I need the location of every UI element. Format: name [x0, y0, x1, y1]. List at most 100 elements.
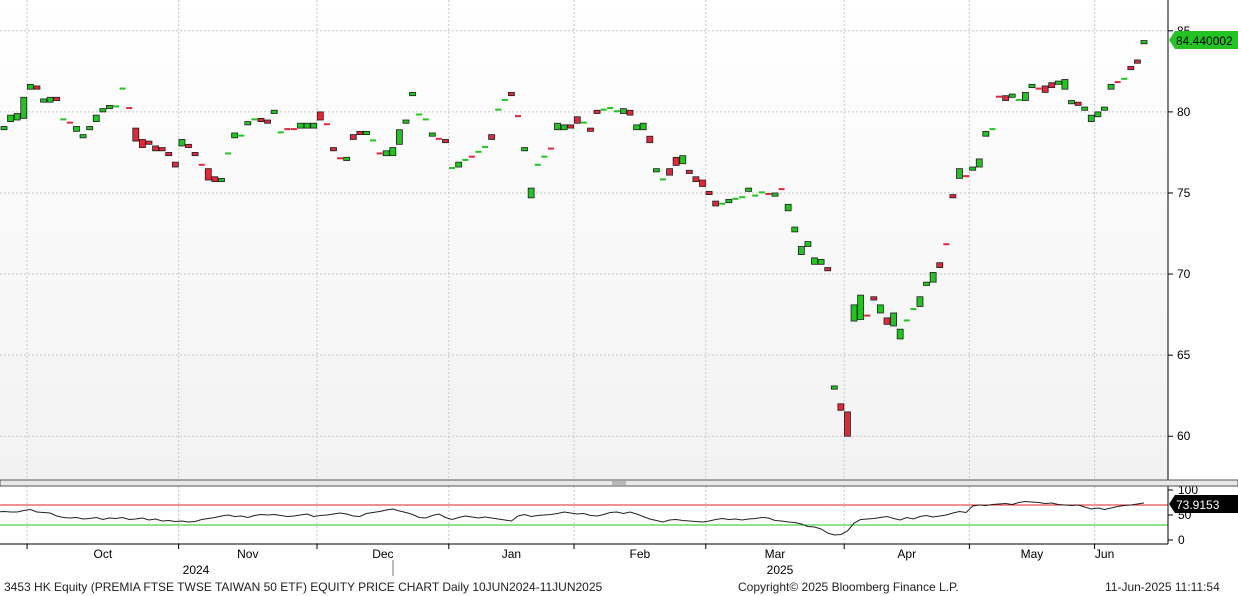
- candlestick: [86, 126, 94, 131]
- candlestick: [857, 294, 865, 320]
- candlestick: [554, 122, 561, 131]
- candlestick: [1028, 83, 1036, 88]
- candlestick: [679, 155, 687, 165]
- candlestick: [1054, 80, 1062, 85]
- candlestick: [132, 127, 140, 142]
- grid-lines: [0, 0, 1168, 544]
- month-label: Nov: [237, 547, 258, 561]
- copyright-notice: Copyright© 2025 Bloomberg Finance L.P.: [738, 580, 959, 594]
- candlestick: [633, 124, 641, 131]
- candlestick: [370, 139, 377, 142]
- candlestick: [929, 272, 937, 283]
- candlestick: [501, 98, 508, 101]
- candlestick: [830, 385, 838, 390]
- candlestick: [1101, 106, 1108, 111]
- candlestick: [1021, 92, 1029, 101]
- candlestick: [1114, 81, 1121, 84]
- candlestick: [659, 178, 666, 181]
- candlestick: [685, 169, 693, 174]
- month-label: May: [1021, 547, 1044, 561]
- month-label: Dec: [372, 547, 393, 561]
- candlestick: [1015, 98, 1022, 101]
- candlestick: [251, 118, 258, 121]
- month-label: Oct: [94, 547, 113, 561]
- rsi-panel: [0, 500, 1168, 536]
- candlestick: [92, 114, 100, 123]
- candlestick: [719, 202, 726, 205]
- candlestick: [60, 118, 67, 121]
- candlestick: [903, 319, 910, 322]
- candlestick: [119, 87, 126, 90]
- last-price-label: 84.440002: [1176, 34, 1233, 48]
- candlestick: [257, 117, 265, 123]
- candlestick: [850, 304, 858, 322]
- candlestick: [811, 257, 818, 265]
- candlestick: [527, 187, 535, 199]
- candlestick: [231, 132, 239, 139]
- candlestick: [593, 109, 601, 114]
- candlestick: [1094, 111, 1102, 118]
- candlestick: [409, 92, 416, 97]
- candlestick: [804, 241, 812, 247]
- candlestick: [198, 163, 205, 166]
- candlestick: [956, 168, 963, 179]
- candlestick: [363, 130, 370, 135]
- candlestick: [442, 139, 449, 144]
- candlestick: [402, 119, 410, 124]
- candlestick: [996, 95, 1003, 98]
- candlestick: [1068, 100, 1075, 105]
- candlestick: [883, 317, 891, 325]
- candlestick: [666, 168, 673, 176]
- candlestick: [844, 411, 851, 437]
- candlestick: [1002, 95, 1010, 101]
- candlestick: [323, 123, 330, 126]
- candlestick: [1035, 87, 1042, 90]
- candlestick: [923, 281, 930, 286]
- candlestick: [580, 121, 587, 124]
- panel-divider[interactable]: [0, 479, 1238, 487]
- candlestick: [152, 145, 159, 152]
- candlestick: [1081, 106, 1089, 111]
- candlestick: [1061, 79, 1069, 90]
- rsi-y-tick-label: 0: [1178, 533, 1185, 547]
- candlestick: [455, 161, 463, 168]
- candlestick: [337, 157, 344, 160]
- candlestick: [534, 163, 541, 166]
- month-label: Jun: [1095, 547, 1114, 561]
- candlestick: [1140, 40, 1148, 45]
- candlestick: [1041, 85, 1049, 93]
- candlestick: [171, 161, 179, 168]
- candlestick: [739, 196, 746, 199]
- candlestick: [376, 152, 383, 155]
- candlestick: [1134, 59, 1141, 64]
- candlestick: [145, 140, 153, 145]
- candlestick: [936, 262, 944, 268]
- y-tick-label: 60: [1177, 429, 1191, 443]
- candlestick: [349, 134, 357, 140]
- candlestick: [817, 259, 825, 265]
- candlestick: [488, 134, 496, 140]
- candlestick: [877, 304, 884, 314]
- candlestick: [343, 156, 351, 161]
- candlestick: [896, 328, 904, 340]
- candlestick: [79, 134, 87, 139]
- candlestick: [178, 139, 186, 147]
- candlestick: [185, 143, 192, 148]
- candlestick: [191, 152, 199, 157]
- candlestick: [692, 176, 700, 183]
- candlestick: [1121, 77, 1128, 80]
- candlestick: [26, 83, 34, 90]
- candlestick: [468, 155, 475, 158]
- candlestick: [428, 132, 436, 137]
- candlestick: [138, 139, 146, 148]
- month-label: Apr: [897, 547, 916, 561]
- candlestick: [0, 126, 8, 131]
- candlestick: [422, 118, 429, 121]
- candlestick: [982, 130, 990, 137]
- candlestick: [316, 111, 324, 121]
- candlestick: [672, 156, 680, 166]
- candlestick: [507, 92, 515, 97]
- candlestick: [290, 128, 297, 131]
- candlestick: [165, 152, 173, 157]
